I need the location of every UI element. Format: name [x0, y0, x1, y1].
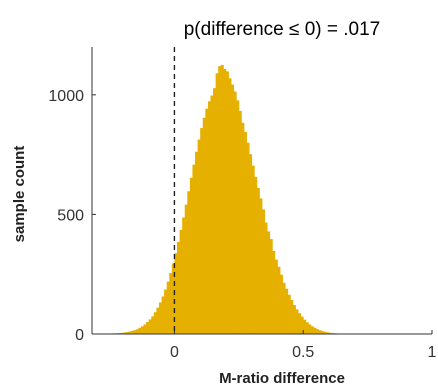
histogram-bar [285, 288, 289, 334]
histogram-bar [274, 259, 278, 334]
histogram-bar [313, 327, 317, 334]
histogram-bar [164, 289, 168, 334]
histogram-bar [187, 191, 191, 334]
histogram-bar [166, 281, 170, 334]
x-tick-label: 0 [170, 344, 179, 361]
histogram-bar [308, 324, 312, 334]
histogram-bar [318, 330, 322, 334]
histogram-bar [267, 231, 271, 334]
histogram-bar [133, 330, 137, 334]
histogram-bar [189, 177, 193, 334]
histogram-bar [256, 187, 260, 334]
histogram-bar [177, 241, 180, 334]
histogram-bar [143, 324, 147, 334]
tick-labels: 0 0.5 1 0 500 1000 [48, 88, 436, 361]
histogram-bar [282, 282, 286, 334]
histogram-bar [158, 302, 162, 334]
x-axis-label: M-ratio difference [219, 370, 345, 387]
histogram-bar [249, 154, 253, 334]
histogram-bar [161, 296, 165, 334]
axes [91, 47, 433, 335]
histogram-bar [290, 300, 294, 334]
histogram-bar [130, 330, 134, 334]
histogram-bar [156, 307, 160, 334]
x-tick-label: 0.5 [292, 344, 314, 361]
histogram-bar [233, 91, 237, 335]
histogram-bar [122, 332, 126, 334]
histogram-bar [138, 327, 142, 334]
y-tick-label: 500 [57, 207, 84, 224]
histogram-bar [326, 332, 330, 334]
histogram-bar [254, 176, 258, 334]
histogram-bar [218, 66, 222, 334]
histogram-bar [215, 73, 219, 334]
histogram-bar [236, 100, 240, 334]
histogram-bar [220, 64, 224, 334]
histogram-bar [195, 151, 199, 334]
histogram-bar [243, 131, 247, 334]
histogram-bar [305, 322, 309, 334]
y-axis-label: sample count [11, 146, 28, 243]
histogram-bar [231, 84, 235, 334]
histogram-bar [323, 331, 327, 334]
histogram-bar [120, 332, 124, 334]
histogram-bar [171, 263, 175, 334]
histogram-bar [262, 209, 265, 334]
histogram-bar [251, 165, 255, 334]
x-tick-label: 1 [428, 344, 437, 361]
histogram-bar [146, 322, 150, 334]
y-tick-label: 1000 [48, 88, 84, 105]
histogram-bar [280, 274, 284, 334]
histogram-bar [321, 331, 325, 334]
histogram-bar [223, 69, 227, 334]
histogram-bar [151, 316, 155, 334]
histogram-bar [202, 117, 206, 334]
histogram-bar [295, 309, 299, 334]
y-tick-label: 0 [75, 327, 84, 344]
histogram-bar [207, 101, 211, 334]
histogram-bar [197, 139, 201, 334]
histogram-bar [184, 204, 188, 334]
histogram-bar [238, 110, 242, 334]
histogram-bar [287, 294, 291, 334]
histogram-bar [272, 251, 276, 334]
histogram-bar [182, 217, 186, 334]
histogram-bar [128, 331, 132, 334]
histogram-bar [169, 273, 173, 334]
histogram-bar [277, 266, 281, 334]
histogram-bar [179, 229, 183, 334]
histogram-bar [225, 71, 229, 334]
histogram-bar [310, 326, 314, 334]
histogram-bar [259, 198, 263, 334]
histogram-bar [174, 253, 178, 334]
histogram-bar [228, 78, 232, 334]
histogram-bar [135, 329, 139, 334]
histogram-bar [140, 326, 144, 334]
histogram-bar [264, 222, 268, 334]
histogram-bar [192, 164, 196, 334]
histogram-bar [292, 305, 296, 334]
histogram-bar [205, 108, 209, 334]
histogram-bar [328, 332, 332, 334]
histogram-bar [300, 316, 304, 334]
histogram-bar [269, 239, 273, 334]
histogram-bar [200, 128, 204, 334]
histogram-bar [241, 122, 245, 334]
histogram-bars [92, 64, 433, 335]
chart-title: p(difference ≤ 0) = .017 [184, 19, 381, 40]
histogram-bar [210, 95, 214, 334]
histogram-bar [246, 142, 250, 334]
histogram-bar [125, 332, 129, 334]
histogram-bar [303, 319, 307, 334]
histogram-bar [213, 88, 217, 334]
histogram-bar [148, 319, 152, 334]
histogram-bar [298, 313, 302, 334]
histogram-bar [153, 312, 157, 334]
histogram-bar [316, 329, 320, 334]
